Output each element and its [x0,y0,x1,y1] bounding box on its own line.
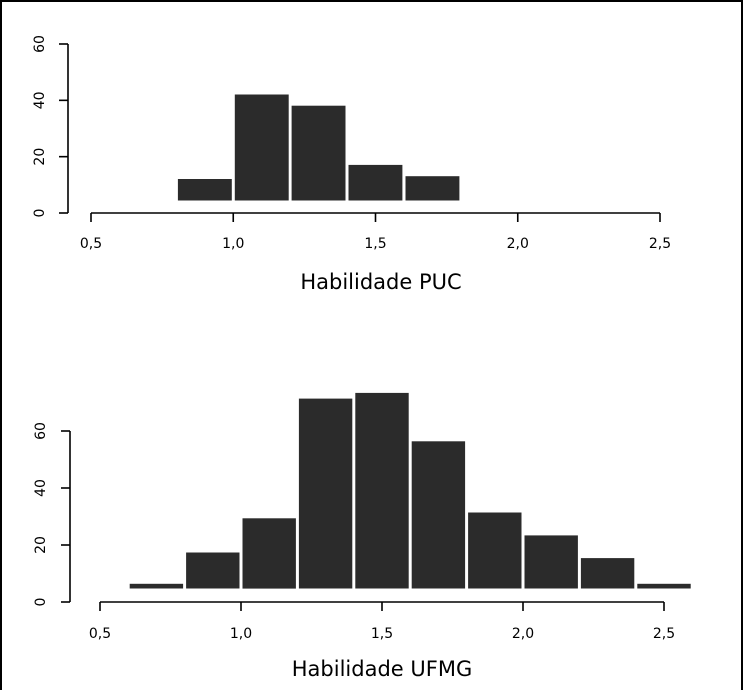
bar-1 [233,93,290,202]
x-tick-label-2: 1,5 [371,626,393,642]
bar-0 [128,582,185,590]
x-ticks: 0,5 1,0 1,5 2,0 2,5 [80,213,671,252]
y-ticks: 0 20 40 60 [33,422,70,606]
y-tick-label-0: 0 [33,598,49,607]
x-tick-label-3: 2,0 [512,626,534,642]
histogram-ufmg: 0 20 40 60 0,5 1,0 1,5 2,0 2,5 Habilidade UFMG [33,391,692,681]
x-tick-label-3: 2,0 [507,236,529,252]
bar-6 [467,511,523,590]
bar-1 [185,551,241,590]
x-tick-label-1: 1,0 [222,236,244,252]
bar-4 [404,175,461,202]
bar-3 [347,163,404,202]
histogram-puc: 0 20 40 60 0,5 1,0 1,5 2,0 2,5 Habilidade PUC [32,35,671,294]
x-tick-label-2: 1,5 [364,236,386,252]
x-axis-title: Habilidade UFMG [292,657,472,681]
y-tick-label-3: 60 [32,35,48,53]
x-tick-label-4: 2,5 [649,236,671,252]
bar-2 [241,517,297,590]
x-tick-label-4: 2,5 [653,626,675,642]
y-ticks: 0 20 40 60 [32,35,68,217]
x-ticks: 0,5 1,0 1,5 2,0 2,5 [89,602,675,642]
bar-2 [290,104,347,202]
x-tick-label-0: 0,5 [89,626,111,642]
y-tick-label-1: 20 [32,148,48,166]
y-tick-label-0: 0 [32,209,48,218]
x-tick-label-1: 1,0 [230,626,252,642]
bars [128,391,692,590]
bar-4 [354,391,410,590]
y-tick-label-2: 40 [32,91,48,109]
bar-3 [297,397,354,590]
bar-7 [523,534,579,590]
y-tick-label-1: 20 [33,536,49,554]
y-tick-label-2: 40 [33,479,49,497]
bar-5 [410,440,467,590]
x-axis-title: Habilidade PUC [300,270,461,294]
bar-8 [579,557,636,590]
bar-9 [636,582,692,590]
bar-0 [176,178,233,202]
bars [176,93,461,202]
y-tick-label-3: 60 [33,422,49,440]
x-tick-label-0: 0,5 [80,236,102,252]
